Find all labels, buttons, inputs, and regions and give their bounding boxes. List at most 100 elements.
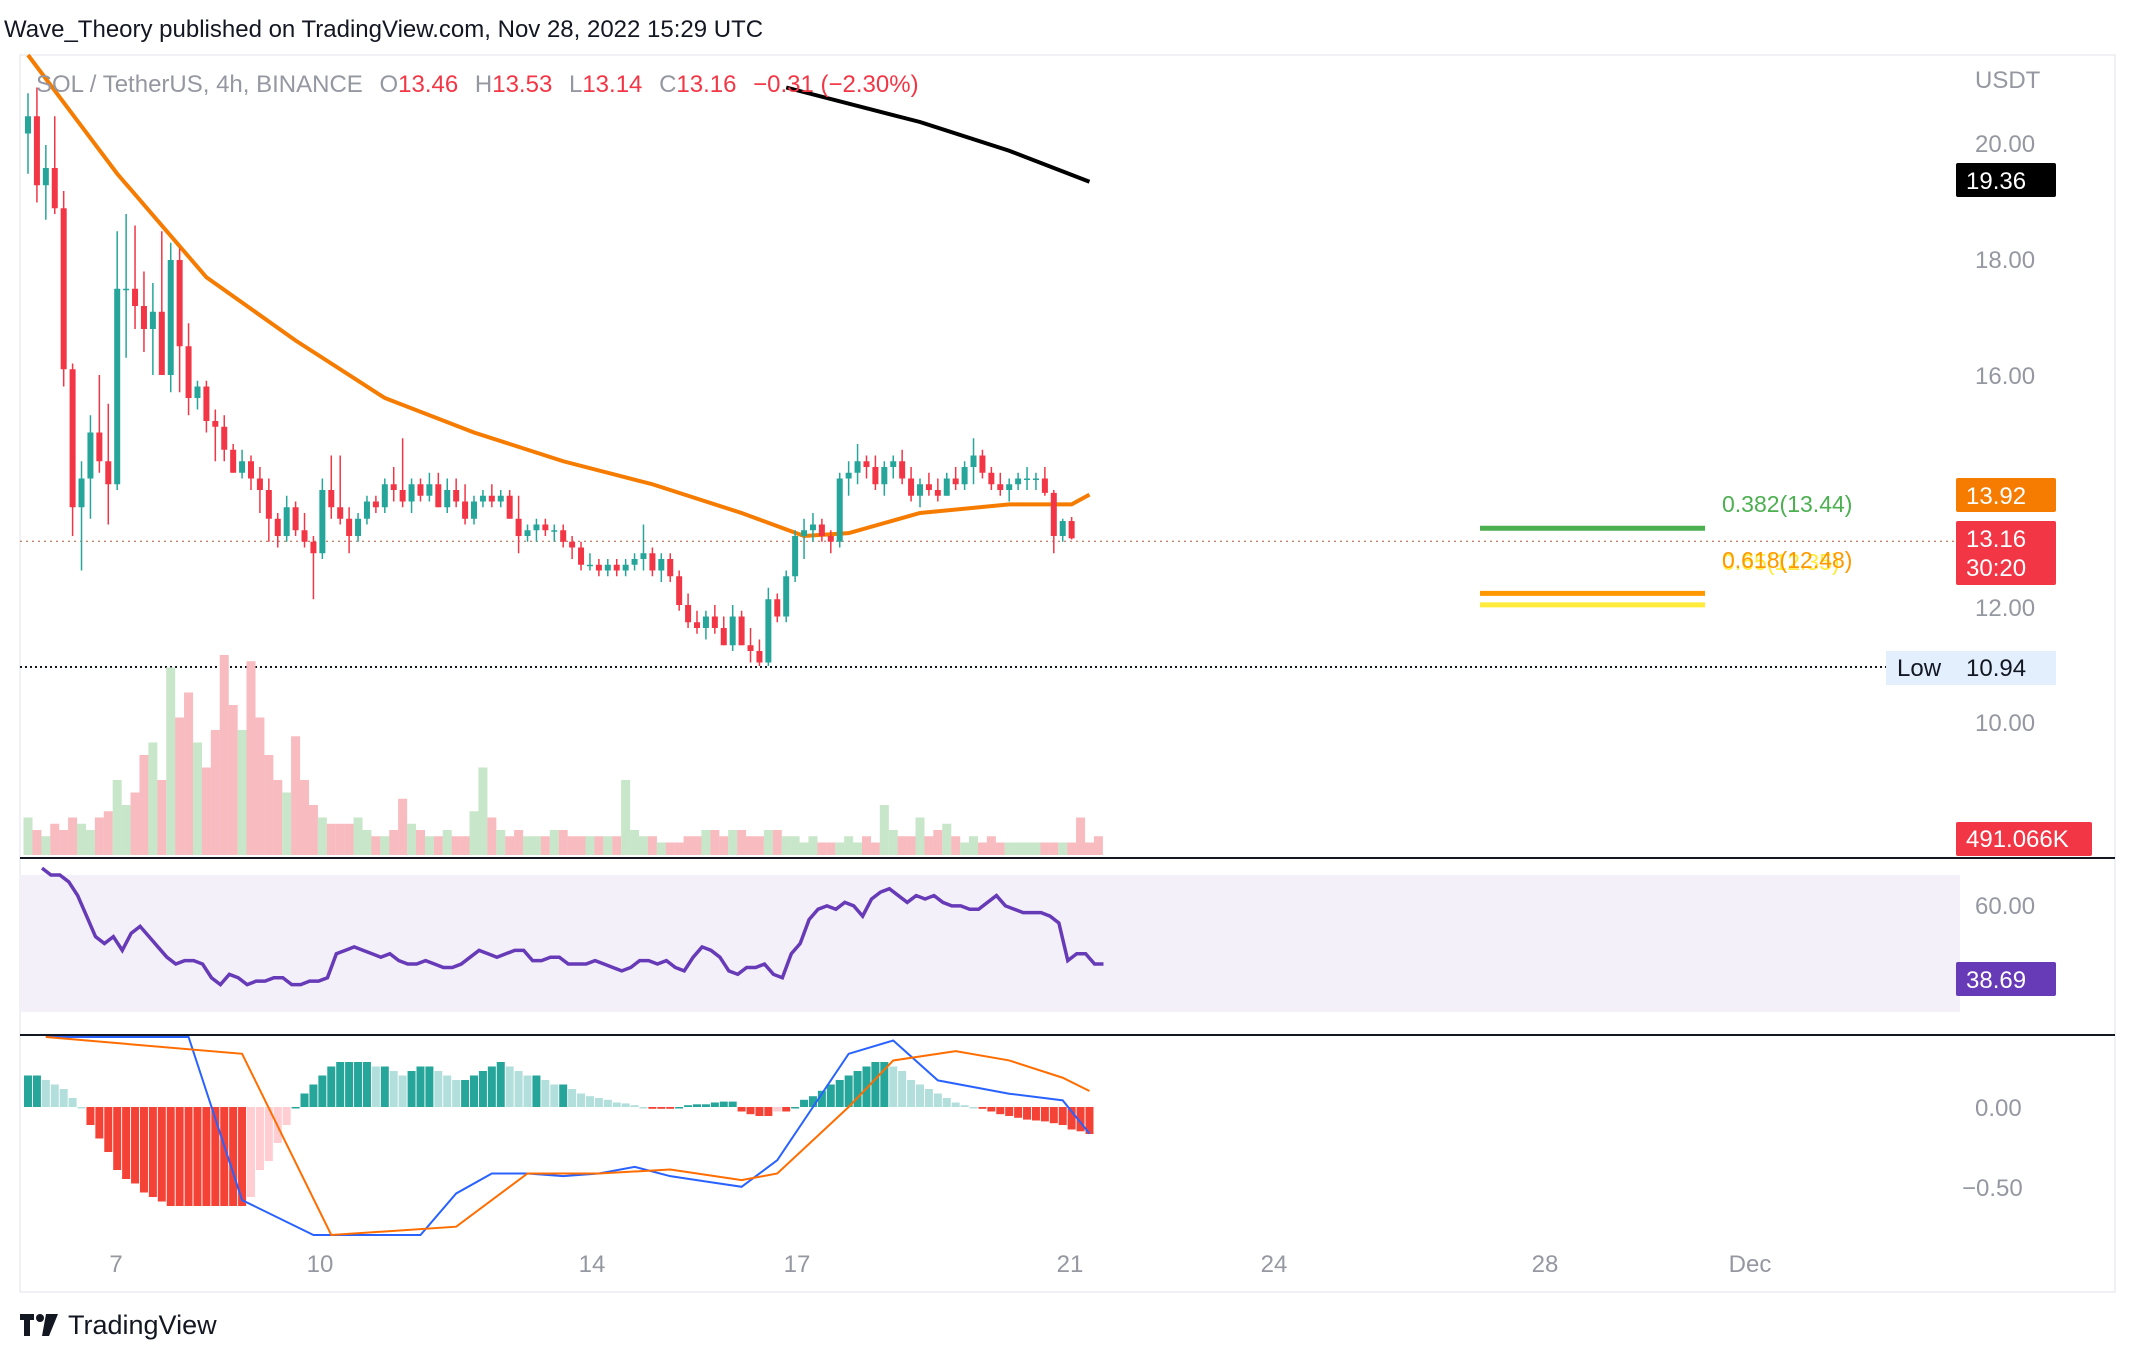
volume-bar	[969, 836, 979, 855]
macd-histogram-bar	[1031, 1107, 1040, 1121]
volume-bar	[630, 830, 640, 855]
candle-body	[711, 616, 718, 628]
macd-histogram-bar	[487, 1066, 496, 1107]
low-value: 13.14	[582, 71, 643, 98]
macd-histogram-bar	[211, 1107, 220, 1206]
candle-body	[640, 553, 647, 559]
volume-bar	[121, 805, 131, 855]
volume-bar	[817, 842, 827, 855]
macd-histogram-bar	[336, 1062, 345, 1107]
candle-body	[149, 311, 156, 329]
volume-bar	[23, 817, 33, 855]
macd-histogram-bar	[773, 1107, 782, 1112]
volume-bar	[424, 836, 434, 855]
macd-histogram-bar	[122, 1107, 131, 1179]
candle-body	[363, 501, 370, 519]
ema-orange-line	[26, 53, 1091, 539]
time-axis-label: 24	[1261, 1251, 1288, 1278]
candle-body	[631, 559, 638, 565]
candle-body	[595, 564, 602, 571]
macd-histogram-bar	[746, 1107, 755, 1115]
volume-bar	[50, 823, 60, 855]
candle-body	[774, 599, 781, 617]
candle-body	[765, 599, 772, 663]
candle-body	[533, 524, 540, 531]
volume-bar	[799, 842, 809, 855]
tradingview-footer[interactable]: TradingView	[20, 1305, 217, 1345]
macd-histogram-bar	[835, 1080, 844, 1107]
time-axis-label: 21	[1057, 1251, 1084, 1278]
candle-body	[694, 622, 700, 628]
macd-histogram-bar	[461, 1080, 470, 1107]
macd-histogram-bar	[77, 1107, 86, 1109]
candle-body	[578, 547, 585, 565]
macd-tick-label: −0.50	[1962, 1175, 2023, 1202]
volume-bar	[85, 830, 95, 855]
volume-bar	[737, 830, 747, 855]
macd-histogram-bar	[434, 1071, 443, 1107]
high-value: 13.53	[492, 71, 553, 98]
volume-bar	[656, 842, 666, 855]
macd-histogram-bar	[907, 1080, 916, 1107]
candle-body	[372, 501, 379, 508]
time-axis-label: Dec	[1729, 1251, 1772, 1278]
macd-histogram-bar	[380, 1066, 389, 1107]
candle-body	[970, 455, 977, 467]
macd-histogram-bar	[166, 1107, 175, 1206]
fib-65-label: 0.65(12.35)	[1722, 549, 1840, 575]
symbol-name: SOL / TetherUS, 4h, BINANCE	[36, 71, 363, 98]
publisher-text: Wave_Theory published on TradingView.com…	[4, 16, 764, 43]
candle-body	[319, 490, 326, 554]
volume-bar	[380, 836, 390, 855]
time-axis-label: 17	[784, 1251, 811, 1278]
macd-histogram-bar	[416, 1066, 425, 1107]
tradingview-logo-icon	[20, 1314, 58, 1336]
macd-histogram-bar	[1040, 1107, 1049, 1122]
volume-bar	[326, 823, 336, 855]
chart-frame	[19, 54, 2116, 1293]
macd-histogram-bar	[550, 1084, 559, 1107]
macd-histogram-bar	[238, 1107, 247, 1206]
macd-histogram-bar	[229, 1107, 238, 1206]
candle-body	[462, 501, 469, 519]
volume-bar	[576, 836, 586, 855]
volume-bar	[612, 836, 622, 855]
candle-body	[51, 168, 58, 209]
price-tick-label: 18.00	[1975, 247, 2035, 274]
macd-histogram-bar	[1014, 1107, 1023, 1118]
candle-body	[801, 530, 808, 536]
symbol-legend[interactable]: SOL / TetherUS, 4h, BINANCE O13.46 H13.5…	[36, 68, 919, 102]
candle-body	[792, 536, 799, 577]
volume-bar	[32, 830, 42, 855]
macd-histogram-bar	[559, 1084, 568, 1107]
macd-histogram-bar	[68, 1098, 77, 1107]
candle-body	[185, 346, 192, 398]
volume-bar	[130, 792, 140, 855]
low-value-bg	[1956, 651, 2056, 685]
candle-body	[1050, 492, 1057, 536]
macd-histogram-bar	[978, 1107, 987, 1109]
ema-black-tag: 19.36	[1966, 168, 2026, 195]
volume-bar	[995, 842, 1005, 855]
volume-bar	[219, 655, 229, 855]
candle-body	[435, 484, 442, 508]
candle-body	[863, 461, 870, 467]
fib-618-label: 0.618(12.48)	[1722, 547, 1852, 573]
volume-bar	[442, 830, 452, 855]
candle-body	[132, 288, 139, 306]
volume-bar	[683, 836, 693, 855]
candle-body	[783, 576, 790, 617]
macd-histogram-bar	[764, 1107, 773, 1116]
macd-signal-line	[45, 1036, 1090, 1237]
volume-bar	[139, 755, 149, 855]
macd-histogram-bar	[184, 1107, 193, 1206]
macd-histogram-bar	[719, 1101, 728, 1107]
macd-histogram-bar	[443, 1075, 452, 1107]
macd-histogram-bar	[50, 1084, 59, 1107]
candle-body	[96, 432, 103, 462]
volume-bar	[264, 755, 274, 855]
macd-histogram-bar	[452, 1080, 461, 1107]
ema-orange-tag: 13.92	[1966, 483, 2026, 510]
volume-bar	[201, 767, 211, 855]
